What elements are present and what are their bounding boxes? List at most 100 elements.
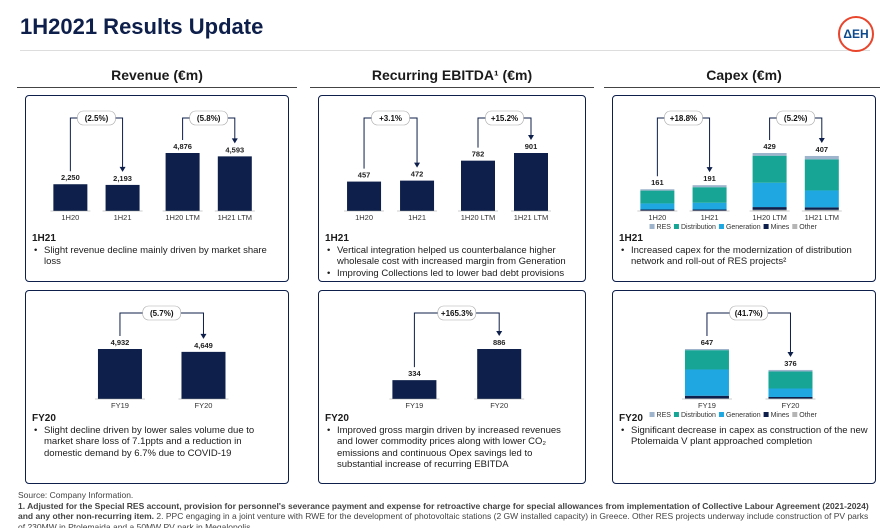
bar-segment [804, 190, 839, 208]
value-label: 334 [408, 369, 421, 378]
bar-segment [752, 182, 787, 208]
bar [97, 349, 142, 399]
bullet: Increased capex for the modernization of… [619, 245, 869, 268]
x-tick-label: 1H21 LTM [805, 213, 839, 222]
legend-label: RES [657, 224, 672, 231]
logo-ring [838, 16, 874, 52]
note: 1. Adjusted for the Special RES account,… [18, 500, 869, 522]
panel-text: FY20Slight decline driven by lower sales… [32, 413, 282, 459]
x-tick-label: FY20 [782, 401, 800, 410]
total-label: 161 [651, 178, 664, 187]
total-label: 191 [703, 174, 716, 183]
x-tick-label: 1H20 LTM [461, 213, 495, 222]
change-label: +15.2% [491, 114, 518, 123]
bar-segment [692, 187, 727, 203]
bar-segment [768, 396, 813, 399]
legend-label: Mines [771, 412, 790, 419]
change-box [77, 110, 116, 126]
bar-segment [640, 209, 675, 211]
bar-segment [752, 207, 787, 210]
bar [461, 160, 495, 211]
change-label: (5.7%) [150, 309, 174, 318]
bullet: Vertical integration helped us counterba… [325, 245, 579, 268]
value-label: 901 [525, 142, 538, 151]
period-label: FY20 [32, 413, 56, 424]
bar-segment [804, 159, 839, 191]
change-label: +3.1% [379, 114, 402, 123]
legend-swatch [673, 412, 679, 417]
change-label: (5.2%) [784, 114, 808, 123]
bar-segment [640, 190, 675, 204]
bar [181, 351, 226, 399]
bar-segment [768, 388, 813, 397]
change-box [189, 110, 228, 126]
bar-segment [768, 371, 813, 389]
panel-text: FY20Significant decrease in capex as con… [619, 413, 869, 448]
x-tick-label: FY19 [698, 401, 716, 410]
arrow-head [119, 166, 126, 172]
value-label: 4,932 [111, 338, 130, 347]
change-label: (5.8%) [197, 114, 221, 123]
period-label: 1H21 [619, 233, 643, 244]
arrow-head [818, 137, 825, 143]
legend-label: Generation [726, 412, 761, 419]
change-box [776, 110, 815, 126]
change-box [371, 110, 410, 126]
mini-chart: 1H20 2,250 1H21 2,193 1H20 LTM 4,876 1H21 LTM 4… [50, 110, 255, 222]
change-bracket [69, 117, 124, 172]
panel-text: 1H21Slight revenue decline mainly driven… [32, 233, 282, 268]
legend-swatch [792, 224, 798, 229]
value-label: 472 [411, 170, 424, 179]
value-label: 4,876 [173, 142, 192, 151]
source: Source: Company Information. [18, 490, 134, 500]
column-heading: Recurring EBITDA¹ (€m) [310, 67, 594, 88]
bullet: Improving Collections led to lower bad d… [325, 268, 579, 280]
bar [400, 180, 435, 211]
bar [477, 349, 522, 399]
panel-text: FY20Improved gross margin driven by incr… [325, 413, 579, 471]
bar [105, 184, 140, 211]
note: 2. PPC engaging in a joint venture with … [18, 511, 869, 528]
panel: 1H20 161 1H21 191 1H20 LTM 429 1H21 LTM 407 +18.… [612, 95, 876, 282]
panel: 1H20 457 1H21 472 1H20 LTM 782 1H21 LTM 901 +3.1… [318, 95, 586, 282]
bar-segment [684, 349, 729, 351]
change-bracket [656, 117, 711, 177]
change-box [485, 110, 524, 126]
bar-segment [684, 395, 729, 399]
panel-text: 1H21Increased capex for the modernizatio… [619, 233, 869, 268]
x-tick-label: FY19 [405, 401, 423, 410]
bar-segment [804, 209, 839, 211]
period-label: 1H21 [325, 233, 349, 244]
logo: ΔEH [838, 16, 874, 52]
bar-segment [768, 369, 813, 372]
slide-title: 1H2021 Results Update [20, 14, 264, 39]
x-tick-label: 1H20 [648, 213, 666, 222]
arrow-head [231, 138, 238, 144]
total-label: 647 [701, 338, 714, 347]
bullet: Slight decline driven by lower sales vol… [32, 425, 282, 460]
legend-swatch [763, 224, 769, 229]
period-label: FY20 [619, 413, 643, 424]
arrow-head [706, 167, 713, 173]
legend-label: Generation [726, 224, 761, 231]
logo-text: ΔEH [843, 27, 868, 41]
bar [347, 181, 382, 211]
legend-label: Distribution [681, 412, 716, 419]
bar-segment [752, 153, 787, 156]
bar [165, 153, 200, 211]
bar-segment [684, 369, 729, 396]
notes: 1. Adjusted for the Special RES account,… [18, 501, 872, 528]
value-label: 4,593 [225, 145, 244, 154]
value-label: 4,649 [194, 341, 213, 350]
bar-segment [640, 189, 675, 191]
legend-swatch [763, 412, 769, 417]
x-tick-label: FY20 [195, 401, 213, 410]
x-tick-label: 1H21 [114, 213, 132, 222]
bar-segment [752, 155, 787, 183]
mini-chart: 1H20 457 1H21 472 1H20 LTM 782 1H21 LTM 901 +3.1… [344, 110, 551, 222]
bar-segment [692, 185, 727, 188]
legend-swatch [718, 224, 724, 229]
change-box [142, 305, 182, 321]
